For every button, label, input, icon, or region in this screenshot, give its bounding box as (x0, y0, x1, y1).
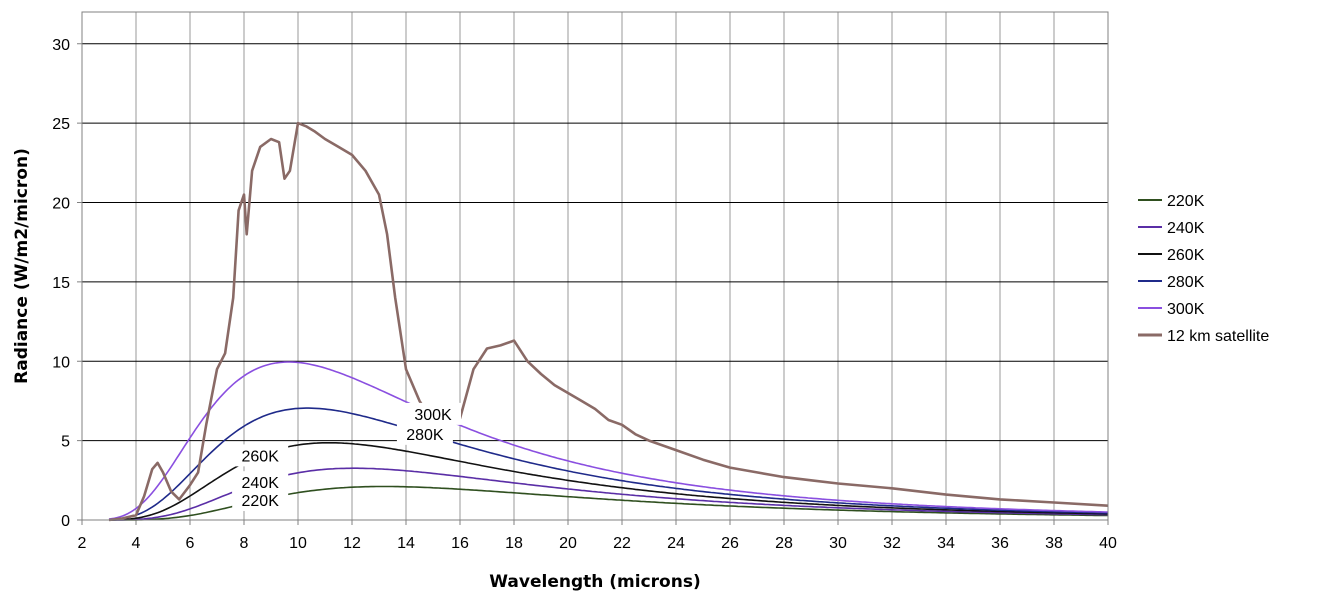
x-tick-label: 10 (289, 535, 307, 552)
y-axis-title: Radiance (W/m2/micron) (12, 148, 32, 384)
y-tick-labels: 0 5 10 15 20 25 30 (52, 37, 70, 530)
x-tick-label: 12 (343, 535, 361, 552)
x-axis-title: Wavelength (microns) (489, 572, 700, 592)
x-tick-label: 38 (1045, 535, 1063, 552)
plot-area (82, 12, 1108, 520)
x-tick-label: 26 (721, 535, 739, 552)
series-line-300k (108, 361, 1108, 520)
plot-border (81, 11, 1109, 521)
curve-label-280k: 280K (406, 427, 444, 444)
x-tick-label: 2 (78, 535, 87, 552)
curve-label-300k: 300K (414, 407, 452, 424)
curve-label-bg (232, 488, 289, 511)
y-tick-label: 25 (52, 116, 70, 133)
x-tick-label: 20 (559, 535, 577, 552)
legend-entry: 280K (1167, 274, 1205, 291)
curve-label-bg (405, 402, 461, 425)
x-tick-label: 14 (397, 535, 415, 552)
curve-label-260k: 260K (242, 448, 280, 465)
legend-entry: 12 km satellite (1167, 328, 1269, 345)
x-tick-label: 40 (1099, 535, 1117, 552)
curve-label-bg (396, 422, 453, 445)
x-tick-label: 18 (505, 535, 523, 552)
legend-entry: 300K (1167, 301, 1205, 318)
x-tick-label: 36 (991, 535, 1009, 552)
curve-label-240k: 240K (242, 475, 280, 492)
curve-label-bg (232, 471, 289, 494)
legend-entry: 260K (1167, 247, 1205, 264)
x-tick-label: 8 (240, 535, 249, 552)
x-tick-label: 4 (132, 535, 141, 552)
x-tick-label: 32 (883, 535, 901, 552)
x-tick-label: 16 (451, 535, 469, 552)
legend-entry: 240K (1167, 220, 1205, 237)
x-tick-label: 24 (667, 535, 685, 552)
legend-entry: 220K (1167, 193, 1205, 210)
y-tick-label: 5 (61, 434, 70, 451)
x-tick-label: 22 (613, 535, 631, 552)
x-tick-label: 30 (829, 535, 847, 552)
y-tick-label: 20 (52, 196, 70, 213)
y-tick-label: 30 (52, 37, 70, 54)
y-tick-label: 0 (61, 513, 70, 530)
x-tick-labels: 2 4 6 8 10 12 14 16 18 20 22 24 26 28 30 32 34 36 38 40 (78, 535, 1117, 552)
legend: 220K 240K 260K 280K 300K 12 km satellite (1138, 193, 1269, 345)
series-line-280k (108, 407, 1108, 521)
x-tick-label: 34 (937, 535, 955, 552)
y-tick-label: 10 (52, 354, 70, 371)
series-line-12-km-satellite (108, 121, 1109, 522)
x-tick-label: 6 (186, 535, 195, 552)
curve-label-220k: 220K (242, 493, 280, 510)
grid (77, 12, 1109, 525)
y-tick-label: 15 (52, 275, 70, 292)
x-tick-label: 28 (775, 535, 793, 552)
curve-label-bg (232, 444, 289, 467)
